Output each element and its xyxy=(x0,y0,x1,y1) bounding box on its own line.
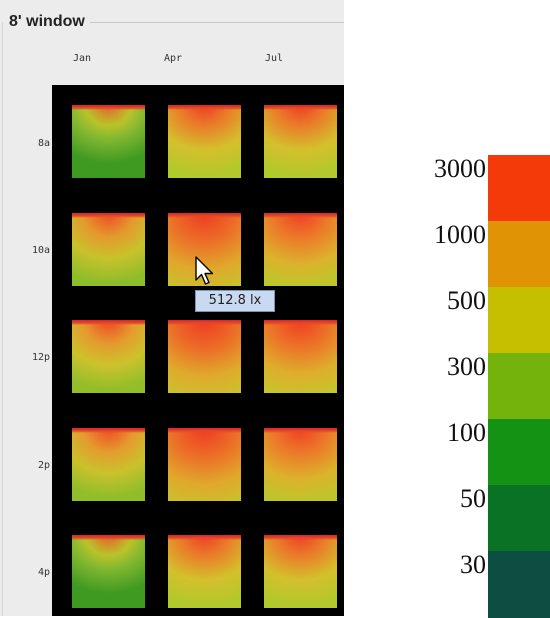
legend-entry: 100 xyxy=(425,419,550,486)
legend-entry: 30 xyxy=(425,551,550,618)
tile-12p-jul[interactable] xyxy=(264,320,337,393)
panel-title-divider xyxy=(90,22,344,23)
tile-2p-jan[interactable] xyxy=(72,428,145,501)
legend-entry: 1000 xyxy=(425,221,550,288)
daylight-grid xyxy=(52,85,344,616)
tile-12p-jan[interactable] xyxy=(72,320,145,393)
legend-label: 3000 xyxy=(434,154,486,183)
tile-10a-jan[interactable] xyxy=(72,213,145,286)
tile-4p-apr[interactable] xyxy=(168,535,241,608)
mouse-pointer-icon xyxy=(195,256,214,285)
legend-label: 1000 xyxy=(434,220,486,249)
tile-8a-jul[interactable] xyxy=(264,105,337,178)
tile-10a-jul[interactable] xyxy=(264,213,337,286)
tile-4p-jul[interactable] xyxy=(264,535,337,608)
column-label-jan: Jan xyxy=(73,53,92,64)
legend-label: 30 xyxy=(460,550,486,579)
legend-entry: 500 xyxy=(425,287,550,354)
legend-swatch xyxy=(488,221,550,288)
panel-border xyxy=(2,22,3,616)
column-label-jul: Jul xyxy=(265,53,284,64)
legend-entry: 300 xyxy=(425,353,550,420)
tile-4p-jan[interactable] xyxy=(72,535,145,608)
tile-2p-jul[interactable] xyxy=(264,428,337,501)
tile-8a-jan[interactable] xyxy=(72,105,145,178)
tile-12p-apr[interactable] xyxy=(168,320,241,393)
legend-label: 500 xyxy=(447,286,486,315)
illuminance-legend: 3000 1000 500 300 100 50 30 xyxy=(425,155,550,618)
row-label-2p: 2p xyxy=(37,460,50,471)
legend-entry: 3000 xyxy=(425,155,550,222)
legend-swatch xyxy=(488,155,550,222)
tile-2p-apr[interactable] xyxy=(168,428,241,501)
row-label-8a: 8a xyxy=(37,138,50,149)
row-label-12p: 12p xyxy=(31,352,50,363)
legend-swatch xyxy=(488,419,550,486)
illuminance-tooltip: 512.8 lx xyxy=(195,290,275,312)
legend-label: 50 xyxy=(460,484,486,513)
legend-label: 100 xyxy=(447,418,486,447)
legend-swatch xyxy=(488,353,550,420)
legend-entry: 50 xyxy=(425,485,550,552)
row-label-4p: 4p xyxy=(37,567,50,578)
legend-swatch xyxy=(488,287,550,354)
legend-swatch xyxy=(488,551,550,618)
column-label-apr: Apr xyxy=(164,53,183,64)
row-label-10a: 10a xyxy=(31,245,50,256)
legend-swatch xyxy=(488,485,550,552)
panel-title: 8' window xyxy=(9,13,89,31)
legend-label: 300 xyxy=(447,352,486,381)
tile-8a-apr[interactable] xyxy=(168,105,241,178)
illuminance-panel: 8' window Jan Apr Jul 8a 10a 12p 2p 4p xyxy=(0,0,344,616)
